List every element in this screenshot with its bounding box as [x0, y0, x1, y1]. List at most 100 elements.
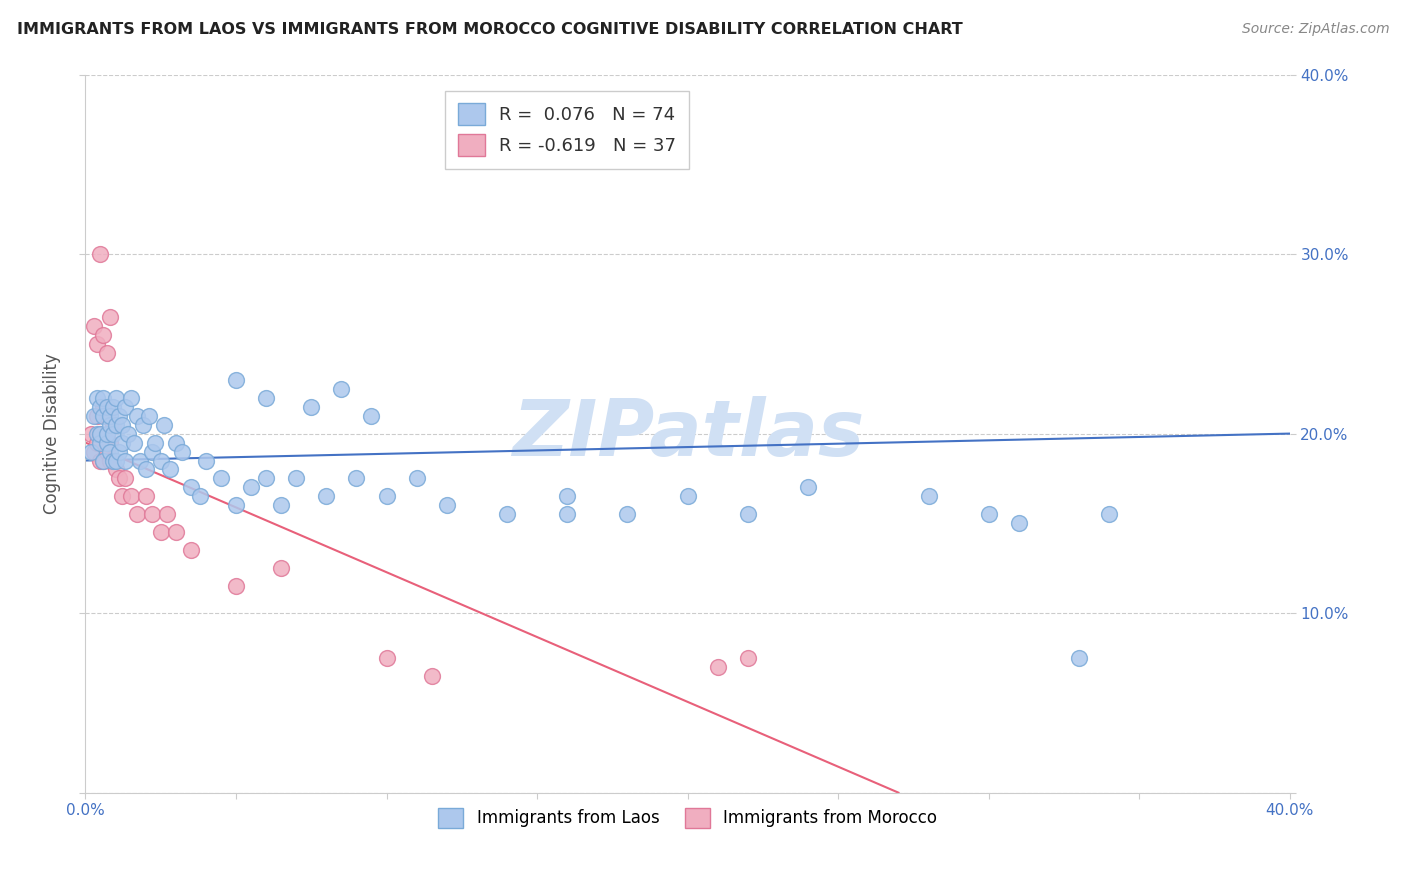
Point [225, 373, 247, 387]
Point [1008, 516, 1031, 531]
Point [555, 490, 578, 504]
Point [98, 435, 121, 450]
Point [122, 435, 145, 450]
Point [107, 444, 129, 458]
Point [375, 490, 398, 504]
Point [117, 426, 139, 441]
Point [89, 435, 111, 450]
Point [110, 417, 132, 432]
Point [254, 471, 277, 485]
Point [135, 490, 157, 504]
Point [83, 444, 105, 458]
Point [737, 651, 759, 665]
Point [977, 508, 1000, 522]
Point [299, 400, 322, 414]
Point [676, 490, 699, 504]
Point [86, 336, 108, 351]
Point [149, 453, 172, 467]
Point [104, 391, 127, 405]
Point [128, 453, 150, 467]
Point [101, 426, 124, 441]
Point [98, 453, 121, 467]
Point [917, 490, 939, 504]
Point [270, 499, 292, 513]
Text: ZIPatlas: ZIPatlas [512, 395, 863, 472]
Point [180, 543, 202, 558]
Point [80, 444, 103, 458]
Point [80, 426, 103, 441]
Point [93, 409, 115, 423]
Point [93, 327, 115, 342]
Point [98, 409, 121, 423]
Point [135, 462, 157, 476]
Point [330, 382, 353, 396]
Point [170, 444, 193, 458]
Point [436, 499, 458, 513]
Point [86, 426, 108, 441]
Point [86, 435, 108, 450]
Point [149, 525, 172, 540]
Point [159, 462, 181, 476]
Point [101, 400, 124, 414]
Point [93, 453, 115, 467]
Point [707, 660, 730, 674]
Point [114, 471, 136, 485]
Point [93, 400, 115, 414]
Point [405, 471, 427, 485]
Point [104, 462, 127, 476]
Point [285, 471, 308, 485]
Point [83, 318, 105, 333]
Point [555, 508, 578, 522]
Point [152, 417, 174, 432]
Point [240, 480, 263, 494]
Point [156, 508, 179, 522]
Point [89, 453, 111, 467]
Point [120, 490, 142, 504]
Point [114, 400, 136, 414]
Point [96, 346, 118, 360]
Point [110, 435, 132, 450]
Point [107, 409, 129, 423]
Point [86, 391, 108, 405]
Point [96, 400, 118, 414]
Y-axis label: Cognitive Disability: Cognitive Disability [44, 353, 60, 514]
Point [89, 247, 111, 261]
Point [225, 579, 247, 593]
Point [165, 435, 187, 450]
Point [96, 435, 118, 450]
Point [114, 453, 136, 467]
Text: IMMIGRANTS FROM LAOS VS IMMIGRANTS FROM MOROCCO COGNITIVE DISABILITY CORRELATION: IMMIGRANTS FROM LAOS VS IMMIGRANTS FROM … [17, 22, 963, 37]
Point [86, 409, 108, 423]
Legend: Immigrants from Laos, Immigrants from Morocco: Immigrants from Laos, Immigrants from Mo… [432, 801, 943, 835]
Point [125, 508, 148, 522]
Point [96, 426, 118, 441]
Point [93, 391, 115, 405]
Point [797, 480, 820, 494]
Point [89, 400, 111, 414]
Point [138, 409, 160, 423]
Point [209, 471, 232, 485]
Point [101, 453, 124, 467]
Point [96, 409, 118, 423]
Point [83, 409, 105, 423]
Point [420, 669, 443, 683]
Point [315, 490, 337, 504]
Point [1098, 508, 1121, 522]
Point [225, 499, 247, 513]
Point [616, 508, 638, 522]
Point [360, 409, 382, 423]
Point [143, 435, 166, 450]
Point [254, 391, 277, 405]
Point [104, 453, 127, 467]
Point [101, 417, 124, 432]
Point [93, 453, 115, 467]
Point [104, 417, 127, 432]
Point [98, 310, 121, 324]
Point [346, 471, 368, 485]
Point [110, 490, 132, 504]
Point [120, 391, 142, 405]
Point [194, 453, 217, 467]
Point [89, 426, 111, 441]
Point [737, 508, 759, 522]
Point [270, 561, 292, 575]
